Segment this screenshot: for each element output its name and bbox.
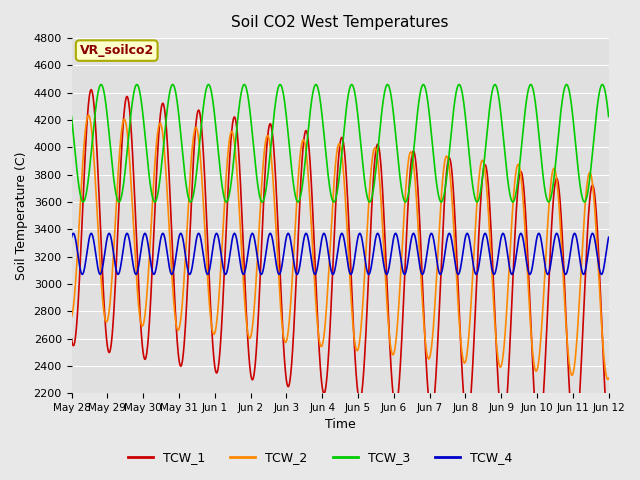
TCW_2 (605, 375, 612, 381)
Title: Soil CO2 West Temperatures: Soil CO2 West Temperatures (231, 15, 449, 30)
TCW_1 (491, 308, 499, 314)
TCW_1 (605, 439, 612, 444)
TCW_4 (329, 272, 337, 277)
TCW_1 (95, 196, 103, 202)
X-axis label: Time: Time (324, 419, 355, 432)
TCW_2 (589, 186, 597, 192)
Text: VR_soilco2: VR_soilco2 (79, 44, 154, 57)
Line: TCW_4: TCW_4 (72, 233, 609, 275)
TCW_2 (589, 189, 597, 194)
TCW_1 (329, 262, 337, 267)
TCW_1 (315, 338, 323, 344)
TCW_4 (95, 270, 103, 276)
TCW_3 (589, 139, 597, 144)
TCW_4 (589, 232, 597, 238)
TCW_2 (95, 246, 103, 252)
TCW_4 (589, 231, 597, 237)
TCW_3 (241, 82, 248, 87)
TCW_3 (491, 82, 499, 87)
TCW_2 (68, 314, 76, 320)
TCW_3 (329, 198, 337, 204)
TCW_1 (589, 183, 597, 189)
TCW_2 (84, 112, 92, 118)
TCW_2 (604, 376, 612, 382)
TCW_3 (68, 114, 76, 120)
TCW_4 (491, 270, 499, 276)
Legend: TCW_1, TCW_2, TCW_3, TCW_4: TCW_1, TCW_2, TCW_3, TCW_4 (123, 446, 517, 469)
TCW_4 (68, 234, 76, 240)
TCW_3 (605, 114, 612, 120)
TCW_2 (329, 195, 337, 201)
TCW_1 (68, 336, 76, 342)
TCW_1 (87, 87, 95, 93)
Line: TCW_2: TCW_2 (72, 115, 609, 379)
TCW_3 (589, 142, 597, 147)
TCW_1 (589, 184, 597, 190)
Line: TCW_1: TCW_1 (72, 90, 609, 442)
TCW_4 (419, 272, 426, 277)
TCW_3 (437, 199, 445, 205)
TCW_4 (315, 256, 323, 262)
TCW_2 (491, 318, 499, 324)
TCW_2 (315, 333, 323, 339)
TCW_4 (605, 234, 612, 240)
TCW_3 (95, 86, 103, 92)
Line: TCW_3: TCW_3 (72, 84, 609, 202)
TCW_4 (248, 230, 256, 236)
TCW_3 (315, 89, 323, 95)
Y-axis label: Soil Temperature (C): Soil Temperature (C) (15, 151, 28, 280)
